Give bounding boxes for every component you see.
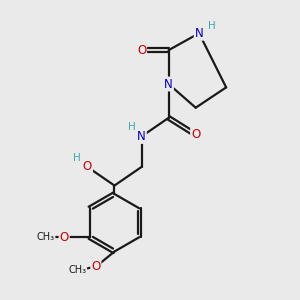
Text: CH₃: CH₃ xyxy=(37,232,55,242)
Text: O: O xyxy=(91,260,101,273)
Text: CH₃: CH₃ xyxy=(68,265,86,275)
Text: H: H xyxy=(128,122,136,132)
Text: H: H xyxy=(208,21,216,31)
Text: N: N xyxy=(137,130,146,143)
Text: N: N xyxy=(164,77,173,91)
Text: O: O xyxy=(83,160,92,173)
Text: O: O xyxy=(137,44,146,57)
Text: H: H xyxy=(74,153,81,163)
Text: O: O xyxy=(191,128,200,141)
Text: O: O xyxy=(59,231,69,244)
Text: N: N xyxy=(195,27,203,40)
